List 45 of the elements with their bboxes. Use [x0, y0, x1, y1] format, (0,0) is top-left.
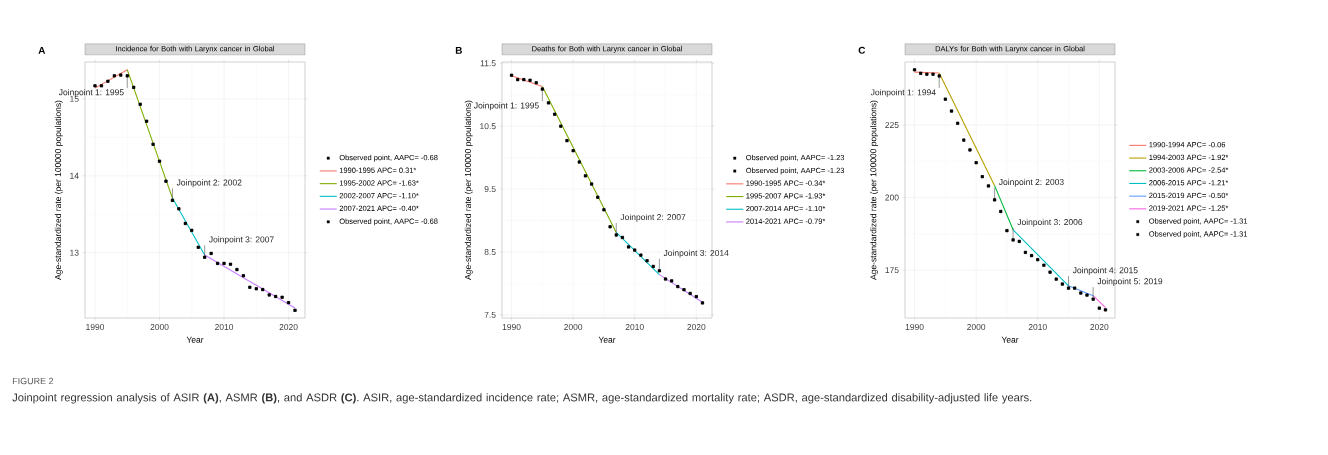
text: Joinpoint regression analysis of ASIR (A), ASMR (B), and ASDR (C). ASIR, age-standardized incidence rate; ASMR, age-standardized mortality rate; ASDR, age-standardized disability-adjusted life years. — [12, 393, 1032, 404]
x-axis-title: Year — [1001, 336, 1019, 343]
x-tick-label: 2000 — [967, 324, 986, 331]
x-axis-title: Year — [598, 336, 616, 343]
x-tick-label: 1990 — [905, 324, 924, 331]
x-tick-label: 2020 — [279, 324, 298, 331]
text: B — [455, 46, 462, 54]
y-tick-label: 9.5 — [484, 186, 496, 193]
y-tick-label: 200 — [885, 194, 899, 201]
y-axis-title: Age-standardized rate (per 100000 populations) — [870, 100, 879, 280]
annotation: Joinpoint 1: 1995 — [473, 102, 539, 111]
x-axis-title: Year — [186, 336, 204, 343]
text: FIGURE 2 — [12, 377, 54, 385]
x-tick-label: 2020 — [687, 324, 706, 331]
x-tick-label: 1990 — [86, 324, 105, 331]
y-tick-label: 175 — [885, 267, 899, 274]
y-tick-label: 7.5 — [484, 311, 496, 318]
x-tick-label: 2010 — [625, 324, 644, 331]
x-tick-label: 2020 — [1090, 324, 1109, 331]
annotation: Joinpoint 5: 2019 — [1097, 278, 1163, 286]
text: A — [38, 46, 46, 54]
annotation: Joinpoint 3: 2007 — [209, 236, 274, 245]
annotation: Joinpoint 1: 1994 — [870, 89, 936, 98]
y-axis-title: Age-standardized rate (per 100000 populations) — [54, 100, 63, 280]
annotation: Joinpoint 2: 2007 — [620, 213, 686, 222]
x-tick-label: 2000 — [150, 324, 169, 331]
y-tick-label: 14 — [70, 172, 79, 179]
text: C — [858, 46, 866, 54]
annotation: Joinpoint 2: 2002 — [176, 179, 242, 188]
x-tick-label: 2010 — [215, 324, 234, 331]
annotation: Joinpoint 4: 2015 — [1072, 267, 1138, 275]
x-tick-label: 2010 — [1028, 324, 1047, 331]
annotation: Joinpoint 3: 2014 — [663, 249, 729, 258]
y-tick-label: 8.5 — [484, 248, 496, 255]
annotation: Joinpoint 3: 2006 — [1017, 218, 1083, 227]
annotation: Joinpoint 1: 1995 — [58, 89, 124, 97]
y-tick-label: 11.5 — [480, 60, 496, 67]
y-tick-label: 15 — [70, 95, 79, 102]
y-tick-label: 10.5 — [480, 123, 496, 130]
y-axis-title: Age-standardized rate (per 100000 populations) — [464, 100, 473, 280]
y-tick-label: 225 — [885, 122, 899, 128]
x-tick-label: 1990 — [502, 324, 521, 331]
y-tick-label: 13 — [70, 249, 79, 256]
annotation: Joinpoint 2: 2003 — [998, 178, 1064, 187]
x-tick-label: 2000 — [564, 324, 583, 331]
